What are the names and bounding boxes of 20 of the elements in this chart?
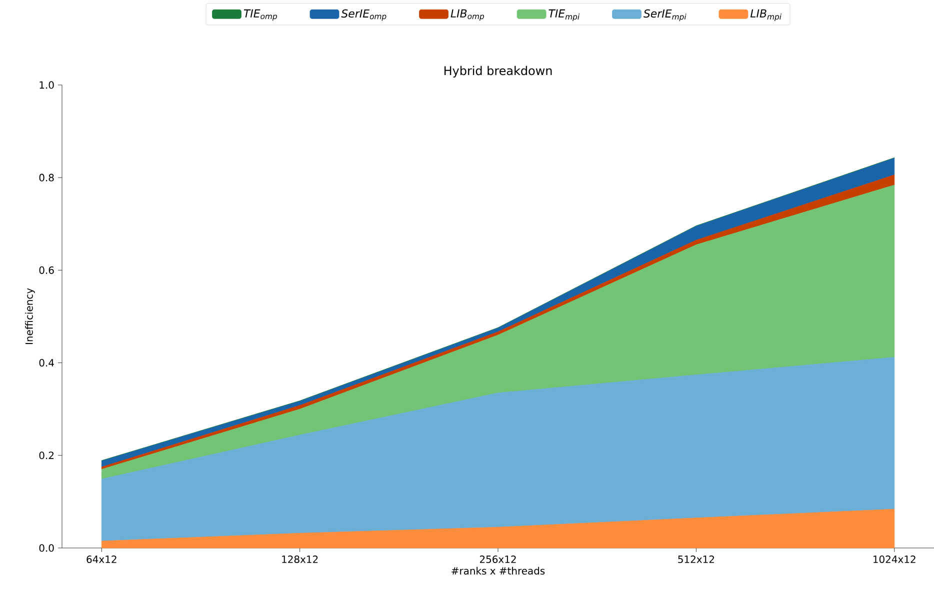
x-tick-label: 1024x12	[874, 555, 916, 564]
legend-label: SerIE$_{mpi}$	[644, 9, 686, 22]
x-tick-label: 128x12	[282, 555, 318, 564]
legend-label: LIB$_{mpi}$	[750, 9, 782, 22]
y-tick-label: 0.2	[39, 452, 54, 460]
legend-label: LIB$_{omp}$	[450, 9, 484, 21]
x-tick-label: 64x12	[86, 555, 116, 564]
legend-label: TIE$_{omp}$	[244, 9, 277, 21]
y-axis-title: Inefficiency	[25, 288, 35, 344]
y-tick-label: 0.0	[39, 544, 54, 552]
x-tick-label: 512x12	[678, 555, 714, 564]
x-tick-label: 256x12	[480, 555, 516, 564]
legend-label: SerIE$_{omp}$	[341, 9, 386, 21]
y-tick-label: 1.0	[40, 81, 54, 89]
x-axis-title: #ranks x #threads	[452, 566, 545, 575]
y-tick-label: 0.4	[39, 359, 54, 367]
y-tick-label: 0.6	[39, 266, 54, 274]
chart-title: Hybrid breakdown	[444, 66, 552, 78]
y-tick-label: 0.8	[39, 174, 54, 182]
legend-label: TIE$_{mpi}$	[548, 9, 580, 22]
